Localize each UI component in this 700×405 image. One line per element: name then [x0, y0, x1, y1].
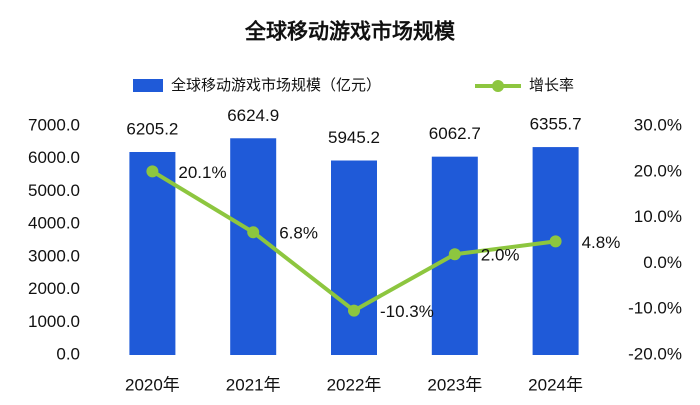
y2-tick-label: 10.0%	[634, 207, 682, 226]
y2-tick-label: -20.0%	[628, 344, 682, 363]
legend-label: 增长率	[529, 77, 574, 94]
bar	[331, 160, 377, 355]
point	[247, 226, 260, 239]
y2-tick-label: 30.0%	[634, 115, 682, 134]
point	[448, 248, 461, 261]
y-tick-label: 3000.0	[28, 246, 80, 265]
legend-swatch	[133, 79, 163, 92]
bar	[129, 152, 176, 355]
point	[549, 235, 562, 248]
x-tick-label: 2022年	[327, 375, 382, 394]
y2-tick-label: 0.0%	[643, 253, 682, 272]
bar-value-label: 6205.2	[126, 119, 178, 138]
y-tick-label: 5000.0	[28, 181, 80, 200]
x-tick-label: 2020年	[125, 375, 180, 394]
x-tick-label: 2023年	[427, 375, 482, 394]
legend-label: 全球移动游戏市场规模（亿元）	[171, 76, 381, 94]
point-value-label: 2.0%	[481, 246, 520, 265]
point-value-label: -10.3%	[380, 302, 434, 321]
bar-value-label: 6355.7	[530, 115, 582, 134]
y-tick-label: 7000.0	[28, 115, 80, 134]
point	[348, 304, 360, 317]
x-tick-label: 2024年	[528, 375, 583, 394]
legend-marker	[492, 80, 504, 92]
point-value-label: 20.1%	[178, 163, 226, 182]
y2-tick-label: -10.0%	[628, 299, 682, 318]
point-value-label: 4.8%	[582, 233, 621, 252]
y-tick-label: 4000.0	[28, 214, 80, 233]
point-value-label: 6.8%	[279, 224, 318, 243]
bar-value-label: 6624.9	[227, 106, 279, 125]
point	[146, 165, 159, 178]
y-tick-label: 2000.0	[28, 279, 80, 298]
chart-title: 全球移动游戏市场规模	[244, 20, 456, 44]
y-tick-label: 6000.0	[28, 148, 80, 167]
y-tick-label: 1000.0	[28, 312, 80, 331]
y2-tick-label: 20.0%	[634, 161, 682, 180]
x-tick-label: 2021年	[226, 375, 281, 394]
y-tick-label: 0.0	[56, 344, 80, 363]
bar	[532, 147, 579, 355]
bar-value-label: 6062.7	[429, 124, 481, 143]
bar-value-label: 5945.2	[328, 128, 380, 147]
